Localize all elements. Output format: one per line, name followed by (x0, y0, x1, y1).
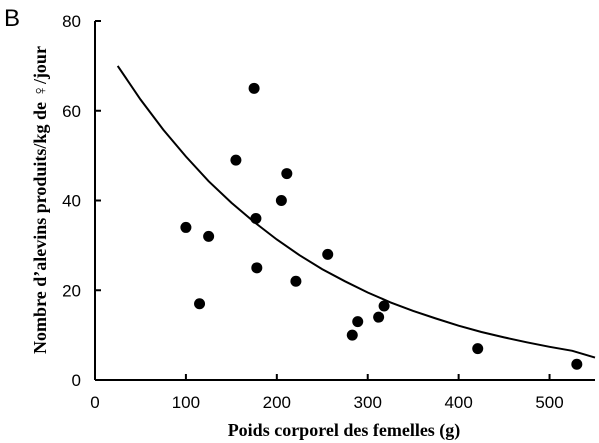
data-point (230, 154, 242, 166)
y-tick-label: 40 (62, 192, 81, 211)
data-point (352, 316, 364, 328)
x-tick-label: 100 (172, 393, 200, 412)
data-point (275, 195, 287, 206)
x-tick-label: 200 (263, 393, 291, 412)
fit-curve-layer (116, 65, 596, 359)
data-point (251, 262, 263, 274)
tick-labels: 0 100 200 300 400 500 0 20 40 60 80 (62, 12, 564, 412)
data-point (322, 248, 334, 260)
y-axis-title: Nombre d’alevins produits/kg de ♀/jour (30, 46, 50, 354)
data-point (373, 311, 385, 323)
y-tick-label: 0 (72, 371, 81, 390)
y-tick-label: 80 (62, 12, 81, 31)
data-point (248, 82, 260, 94)
data-point (378, 300, 390, 312)
data-point (472, 343, 484, 355)
data-point (194, 298, 206, 310)
y-tick-label: 60 (62, 102, 81, 121)
data-point (346, 329, 358, 341)
data-point (571, 358, 583, 370)
data-point (290, 275, 302, 287)
axes (94, 20, 595, 381)
x-axis-title: Poids corporel des femelles (g) (228, 420, 461, 441)
x-tick-label: 400 (444, 393, 472, 412)
data-point (203, 230, 215, 242)
x-tick-label: 300 (354, 393, 382, 412)
data-points (180, 82, 583, 370)
data-point (180, 221, 192, 233)
panel-label: B (4, 5, 20, 32)
data-point (250, 212, 262, 224)
x-tick-label: 500 (535, 393, 563, 412)
x-tick-label: 0 (90, 393, 99, 412)
y-tick-label: 20 (62, 281, 81, 300)
fit-curve (116, 65, 596, 359)
data-point (281, 168, 293, 180)
